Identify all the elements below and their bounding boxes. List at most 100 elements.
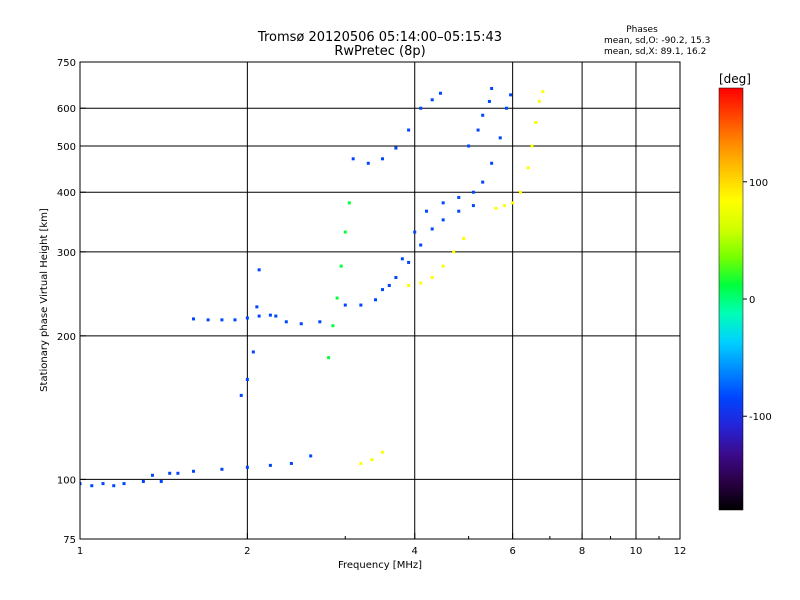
data-point-O (467, 144, 471, 148)
phases-line-x: mean, sd,X: 89.1, 16.2 (604, 47, 706, 57)
data-point-O (441, 201, 445, 205)
x-tick-label: 1 (77, 546, 83, 557)
data-point-X (359, 461, 363, 465)
data-point-O (380, 157, 384, 161)
data-point-X (511, 201, 515, 205)
chart-subtitle: RwPretec (8p) (334, 44, 425, 59)
data-point-O (430, 98, 434, 102)
y-tick-label: 500 (57, 142, 76, 153)
data-point-O (220, 467, 224, 471)
data-point-O (394, 146, 398, 150)
x-tick-label: 8 (579, 546, 585, 557)
y-axis-ticks: 75 100 200 300 400 500 600 750 (57, 58, 86, 546)
data-point-O (487, 99, 491, 103)
data-point-X (534, 121, 538, 125)
data-point-O (457, 209, 461, 213)
data-point-O (407, 128, 411, 132)
data-point-O (251, 350, 255, 354)
data-points (80, 86, 545, 488)
data-point-O (206, 318, 210, 322)
data-point-O (457, 195, 461, 199)
data-point-O (239, 393, 243, 397)
colorbar-ticks: 100 0 -100 (743, 178, 772, 423)
data-point-O (490, 86, 494, 90)
data-point-O (268, 313, 272, 317)
data-point-O (122, 482, 126, 486)
data-point-O (150, 473, 154, 477)
x-tick-label: 6 (509, 546, 515, 557)
data-point-cyan (327, 356, 331, 360)
data-point-cyan (347, 201, 351, 205)
data-point-O (351, 157, 355, 161)
data-point-X (380, 450, 384, 454)
data-point-O (476, 128, 480, 132)
data-point-O (257, 314, 261, 318)
colorbar-tick-label: 100 (749, 178, 768, 189)
data-point-O (191, 317, 195, 321)
data-point-O (413, 230, 417, 234)
data-point-O (430, 227, 434, 231)
data-point-X (526, 166, 530, 170)
data-point-O (438, 91, 442, 95)
colorbar-tick-label: -100 (749, 412, 772, 423)
data-point-O (419, 106, 423, 110)
data-point-O (366, 161, 370, 165)
data-point-O (101, 482, 105, 486)
plot-frame (79, 61, 681, 540)
y-tick-label: 600 (57, 104, 76, 115)
data-point-O (343, 303, 347, 307)
data-point-O (309, 454, 313, 458)
data-point-O (490, 161, 494, 165)
data-point-X (530, 144, 534, 148)
data-point-X (537, 99, 541, 103)
data-point-O (299, 322, 303, 326)
data-point-X (430, 276, 434, 280)
data-point-O (274, 314, 278, 318)
y-tick-label: 750 (57, 58, 76, 69)
data-point-X (370, 458, 374, 462)
data-point-O (481, 180, 485, 184)
data-point-X (407, 283, 411, 287)
x-tick-label: 12 (674, 546, 687, 557)
colorbar-label: [deg] (719, 72, 751, 86)
data-point-O (159, 479, 163, 483)
data-point-O (191, 469, 195, 473)
data-point-O (509, 93, 513, 97)
data-point-O (481, 113, 485, 117)
y-tick-label: 75 (63, 535, 76, 546)
data-point-O (407, 260, 411, 264)
data-point-O (168, 471, 172, 475)
y-axis-label: Stationary phase Virtual Height [km] (39, 208, 50, 392)
data-point-X (452, 250, 456, 254)
data-point-X (419, 281, 423, 285)
x-axis-ticks: 1 2 4 6 8 10 12 (77, 533, 687, 557)
data-point-O (80, 482, 82, 486)
data-point-O (471, 190, 475, 194)
data-point-O (141, 479, 145, 483)
data-point-cyan (343, 230, 347, 234)
x-tick-label: 10 (630, 546, 643, 557)
data-point-cyan (339, 264, 343, 268)
data-point-O (318, 320, 322, 324)
data-point-X (462, 236, 466, 240)
data-point-O (359, 303, 363, 307)
data-point-O (400, 257, 404, 261)
data-point-O (245, 377, 249, 381)
data-point-O (387, 283, 391, 287)
y-tick-label: 200 (57, 332, 76, 343)
data-point-O (419, 243, 423, 247)
data-point-O (505, 106, 509, 110)
data-point-O (373, 298, 377, 302)
data-point-cyan (335, 296, 339, 300)
y-tick-label: 400 (57, 188, 76, 199)
data-point-O (425, 209, 429, 213)
data-point-X (502, 204, 506, 208)
data-point-O (233, 318, 237, 322)
data-point-X (519, 190, 523, 194)
data-point-O (112, 484, 116, 488)
data-point-O (441, 218, 445, 222)
colorbar (718, 87, 744, 511)
data-point-X (494, 206, 498, 210)
data-point-O (394, 276, 398, 280)
